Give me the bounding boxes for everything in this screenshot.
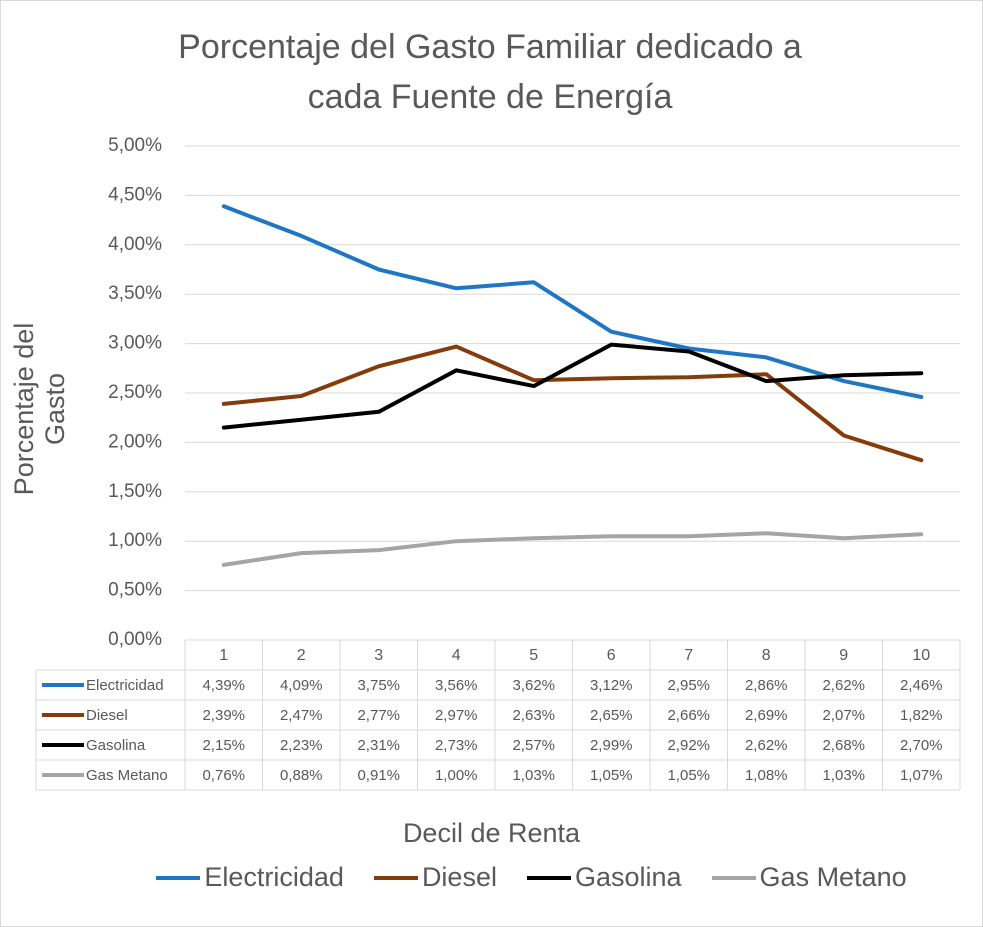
y-tick-label: 4,00% <box>108 234 162 255</box>
data-label: 0,91% <box>357 767 400 784</box>
data-label: 2,47% <box>280 707 323 724</box>
legend-label: Gasolina <box>574 862 682 892</box>
x-tick-label: 3 <box>374 647 383 664</box>
y-tick-label: 0,00% <box>108 629 162 650</box>
x-tick-label: 9 <box>839 647 848 664</box>
y-tick-label: 1,50% <box>108 481 162 502</box>
series-line <box>221 531 924 567</box>
chart-title-line2: cada Fuente de Energía <box>307 78 673 116</box>
chart-title: Porcentaje del Gasto Familiar dedicado a… <box>90 22 890 122</box>
data-label: 2,46% <box>900 677 943 694</box>
data-label: 2,62% <box>822 677 865 694</box>
data-label: 2,23% <box>280 737 323 754</box>
y-tick-label: 2,50% <box>108 382 162 403</box>
x-tick-label: 10 <box>912 647 930 664</box>
data-label: 2,15% <box>202 737 245 754</box>
legend-item: Gas Metano <box>711 862 907 893</box>
legend-swatch <box>373 875 418 880</box>
data-label: 2,73% <box>435 737 478 754</box>
data-label: 2,99% <box>590 737 633 754</box>
data-label: 2,39% <box>202 707 245 724</box>
data-label: 0,76% <box>202 767 245 784</box>
series-line <box>221 344 924 463</box>
legend-label: Diesel <box>421 862 497 892</box>
x-axis-label: Decil de Renta <box>402 818 581 848</box>
data-label: 2,66% <box>667 707 710 724</box>
legend-label: Electricidad <box>204 862 344 892</box>
y-tick-label: 4,50% <box>108 184 162 205</box>
data-label: 1,00% <box>435 767 478 784</box>
data-label: 2,31% <box>357 737 400 754</box>
x-tick-label: 1 <box>219 647 228 664</box>
legend-label: Gas Metano <box>759 862 907 892</box>
series-line <box>221 204 924 399</box>
x-tick-label: 8 <box>762 647 771 664</box>
x-tick-label: 4 <box>452 647 461 664</box>
data-label: 2,69% <box>745 707 788 724</box>
data-label: 0,88% <box>280 767 323 784</box>
data-label: 1,07% <box>900 767 943 784</box>
table-series-label: Diesel <box>86 707 128 724</box>
data-label: 2,07% <box>822 707 865 724</box>
legend-item: Diesel <box>373 862 497 893</box>
data-label: 2,92% <box>667 737 710 754</box>
data-label: 4,39% <box>202 677 245 694</box>
legend-item: Gasolina <box>526 862 682 893</box>
data-label: 2,57% <box>512 737 555 754</box>
data-label: 3,62% <box>512 677 555 694</box>
data-label: 4,09% <box>280 677 323 694</box>
data-label: 2,95% <box>667 677 710 694</box>
y-tick-label: 3,00% <box>108 333 162 354</box>
y-tick-label: 3,50% <box>108 283 162 304</box>
data-label: 3,12% <box>590 677 633 694</box>
y-tick-label: 5,00% <box>108 135 162 156</box>
legend-swatch <box>156 875 201 880</box>
x-tick-label: 7 <box>684 647 693 664</box>
data-label: 1,82% <box>900 707 943 724</box>
table-series-label: Gasolina <box>86 737 146 754</box>
legend-swatch <box>526 875 571 880</box>
data-label: 2,62% <box>745 737 788 754</box>
y-tick-label: 2,00% <box>108 431 162 452</box>
chart-legend: Electricidad Diesel Gasolina Gas Metano <box>0 862 983 893</box>
data-label: 2,63% <box>512 707 555 724</box>
data-label: 3,75% <box>357 677 400 694</box>
data-label: 1,08% <box>745 767 788 784</box>
data-label: 2,65% <box>590 707 633 724</box>
data-label: 1,05% <box>667 767 710 784</box>
legend-swatch <box>711 875 756 880</box>
data-label: 2,68% <box>822 737 865 754</box>
y-tick-label: 0,50% <box>108 580 162 601</box>
data-label: 2,77% <box>357 707 400 724</box>
legend-item: Electricidad <box>156 862 344 893</box>
x-tick-label: 5 <box>529 647 538 664</box>
table-series-label: Gas Metano <box>86 767 168 784</box>
chart-title-line1: Porcentaje del Gasto Familiar dedicado a <box>178 28 802 66</box>
data-label: 3,56% <box>435 677 478 694</box>
data-label: 2,70% <box>900 737 943 754</box>
data-label: 1,03% <box>822 767 865 784</box>
data-label: 2,86% <box>745 677 788 694</box>
data-label: 1,05% <box>590 767 633 784</box>
x-tick-label: 6 <box>607 647 616 664</box>
table-series-label: Electricidad <box>86 677 164 694</box>
x-tick-label: 2 <box>297 647 306 664</box>
y-tick-label: 1,00% <box>108 530 162 551</box>
data-label: 2,97% <box>435 707 478 724</box>
series-line <box>221 342 924 430</box>
data-label: 1,03% <box>512 767 555 784</box>
